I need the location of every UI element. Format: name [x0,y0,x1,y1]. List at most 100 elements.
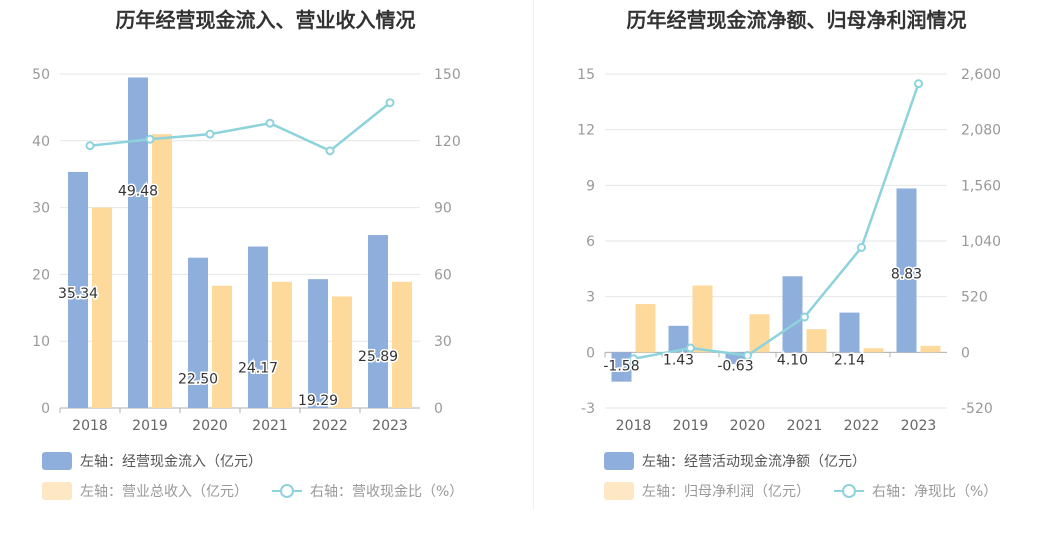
bar-secondary [392,281,412,408]
y-tick-label-right: 30 [434,334,452,350]
bar-primary [308,279,328,408]
line-point [205,129,215,139]
x-tick-label: 2023 [901,418,937,434]
data-label: 8.83 [891,266,922,282]
line-point [85,141,95,151]
y-tick-label-left: 10 [32,334,50,350]
bar-primary [668,325,689,353]
line-point [265,118,275,128]
bar-secondary [692,285,713,353]
data-label: 49.48 [118,183,158,199]
panel-divider [533,0,534,510]
legend-item-cash-inflow[interactable]: 左轴：经营现金流入（亿元） [42,451,262,471]
line-series [633,83,920,360]
bar-primary [725,352,746,365]
y-tick-label-right: 0 [961,345,970,361]
line-point [800,312,809,322]
bar-secondary [272,281,292,408]
legend-item-net-profit[interactable]: 左轴：归母净利润（亿元） [604,481,810,501]
chart-canvas-cash-inflow: 0 0 10 30 20 60 30 90 40 120 50 150 2018 2019 2020 2021… [32,67,461,434]
chart-canvas-net-cash: -3 -520 0 0 3 520 6 1,040 9 1,560 12 2,080 15 2,600 20… [577,67,1001,434]
bar-secondary [332,296,352,408]
bar-primary [896,188,917,353]
bar-secondary [806,329,827,353]
x-tick-label: 2020 [730,418,766,434]
line-point [325,146,335,156]
y-tick-label-right: 1,560 [961,178,1001,194]
bar-primary [68,171,88,408]
bar-secondary [152,134,172,408]
line-point [914,79,923,89]
legend-swatch [42,482,72,500]
data-label: 4.10 [777,352,808,368]
y-tick-label-left: 3 [586,290,595,306]
bar-primary [611,352,632,382]
legend-label: 左轴：归母净利润（亿元） [642,484,810,500]
y-tick-label-left: 12 [577,123,595,139]
x-tick-label: 2018 [616,418,652,434]
x-tick-label: 2022 [844,418,880,434]
legend-item-net-cash[interactable]: 左轴：经营活动现金流净额（亿元） [604,451,866,471]
y-tick-label-left: 40 [32,134,50,150]
bar-primary [248,246,268,408]
legend-item-net-cash-ratio[interactable]: 右轴：净现比（%） [834,481,997,501]
data-label: -1.58 [603,358,639,374]
line-point [743,351,752,361]
x-tick-label: 2022 [312,418,348,434]
x-tick-label: 2018 [72,418,108,434]
y-tick-label-right: 90 [434,201,452,217]
line-point [629,354,638,364]
chart-panel-net-cash: 历年经营现金流净额、归母净利润情况 -3 -520 0 0 3 520 6 1,040 9 1,5… [531,0,1062,546]
legend-swatch [604,452,634,470]
bar-primary [839,312,860,353]
legend-item-cash-ratio[interactable]: 右轴：营收现金比（%） [272,481,463,501]
x-tick-label: 2023 [372,418,408,434]
y-tick-label-left: 20 [32,267,50,283]
line-point [385,98,395,108]
bar-primary [368,235,388,408]
x-tick-label: 2021 [252,418,288,434]
legend-label: 左轴：营业总收入（亿元） [80,484,248,500]
legend-label: 右轴：营收现金比（%） [310,484,464,500]
y-tick-label-left: 0 [41,401,50,417]
y-tick-label-right: 0 [434,401,443,417]
legend-swatch [42,452,72,470]
y-tick-label-right: 120 [434,134,461,150]
x-tick-label: 2020 [192,418,228,434]
x-tick-label: 2021 [787,418,823,434]
x-tick-label: 2019 [132,418,168,434]
y-tick-label-right: 150 [434,67,461,83]
line-point [145,134,155,144]
x-tick-label: 2019 [673,418,709,434]
y-tick-label-right: -520 [961,401,993,417]
chart-title: 历年经营现金流净额、归母净利润情况 [626,8,967,32]
chart-panel-cash-inflow: 历年经营现金流入、营业收入情况 0 0 10 30 20 60 30 90 40 120 50 150… [32,8,463,501]
data-label: 2.14 [834,352,865,368]
line-series [89,101,391,153]
y-tick-label-right: 60 [434,267,452,283]
y-tick-label-right: 1,040 [961,234,1001,250]
legend-item-revenue[interactable]: 左轴：营业总收入（亿元） [42,481,248,501]
y-tick-label-left: 6 [586,234,595,250]
data-label: 22.50 [178,372,218,388]
bar-primary [782,276,803,353]
y-tick-label-right: 2,600 [961,67,1001,83]
legend-label: 左轴：经营现金流入（亿元） [80,454,262,470]
bar-secondary [863,348,884,353]
y-tick-label-left: -3 [581,401,595,417]
legend-label: 左轴：经营活动现金流净额（亿元） [642,454,866,470]
bar-primary [128,77,148,408]
y-tick-label-left: 30 [32,201,50,217]
line-point [857,242,866,252]
data-label: -0.63 [717,358,753,374]
data-label: 35.34 [58,286,98,302]
y-tick-label-left: 0 [586,345,595,361]
data-label: 24.17 [238,361,278,377]
bar-secondary [635,304,656,353]
data-label: 25.89 [358,349,398,365]
y-tick-label-right: 2,080 [961,123,1001,139]
legend-line-marker [272,482,302,500]
y-tick-label-left: 50 [32,67,50,83]
legend-swatch [604,482,634,500]
data-label: 1.43 [663,352,694,368]
